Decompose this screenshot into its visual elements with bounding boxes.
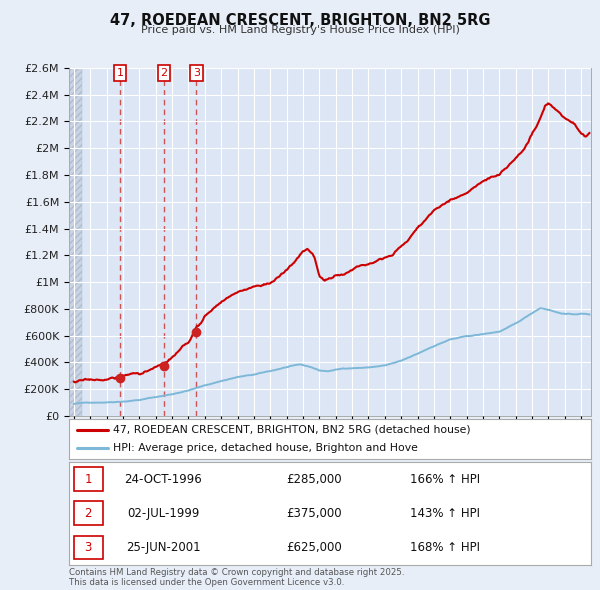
Text: 1: 1 bbox=[85, 473, 92, 486]
Text: Contains HM Land Registry data © Crown copyright and database right 2025.
This d: Contains HM Land Registry data © Crown c… bbox=[69, 568, 404, 587]
Text: HPI: Average price, detached house, Brighton and Hove: HPI: Average price, detached house, Brig… bbox=[113, 443, 418, 453]
Text: 47, ROEDEAN CRESCENT, BRIGHTON, BN2 5RG: 47, ROEDEAN CRESCENT, BRIGHTON, BN2 5RG bbox=[110, 13, 490, 28]
Text: 2: 2 bbox=[160, 68, 167, 78]
Bar bbox=[74, 536, 103, 559]
Text: £285,000: £285,000 bbox=[287, 473, 342, 486]
Text: Price paid vs. HM Land Registry's House Price Index (HPI): Price paid vs. HM Land Registry's House … bbox=[140, 25, 460, 35]
Text: 168% ↑ HPI: 168% ↑ HPI bbox=[410, 541, 480, 554]
Text: £375,000: £375,000 bbox=[287, 507, 342, 520]
Bar bbox=[74, 502, 103, 525]
Text: 3: 3 bbox=[193, 68, 200, 78]
Text: 47, ROEDEAN CRESCENT, BRIGHTON, BN2 5RG (detached house): 47, ROEDEAN CRESCENT, BRIGHTON, BN2 5RG … bbox=[113, 425, 471, 435]
Text: £625,000: £625,000 bbox=[286, 541, 342, 554]
Text: 2: 2 bbox=[85, 507, 92, 520]
Text: 02-JUL-1999: 02-JUL-1999 bbox=[127, 507, 199, 520]
Bar bbox=[74, 467, 103, 491]
Text: 3: 3 bbox=[85, 541, 92, 554]
Text: 143% ↑ HPI: 143% ↑ HPI bbox=[410, 507, 480, 520]
Bar bbox=[69, 68, 82, 416]
Text: 24-OCT-1996: 24-OCT-1996 bbox=[124, 473, 202, 486]
Text: 1: 1 bbox=[116, 68, 124, 78]
Text: 166% ↑ HPI: 166% ↑ HPI bbox=[410, 473, 480, 486]
Text: 25-JUN-2001: 25-JUN-2001 bbox=[125, 541, 200, 554]
